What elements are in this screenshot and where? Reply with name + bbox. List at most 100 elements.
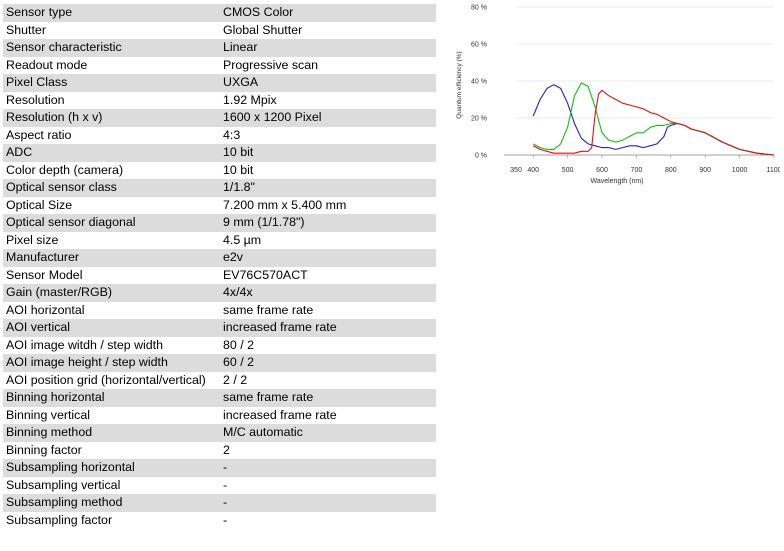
series-line-2 bbox=[532, 89, 775, 156]
spec-row: AOI vertical increased frame rate bbox=[3, 319, 436, 337]
spec-label: Binning factor bbox=[6, 442, 82, 457]
x-tick-label: 400 bbox=[527, 167, 539, 174]
spec-label: Binning method bbox=[3, 424, 220, 442]
y-tick-label: 40 % bbox=[471, 79, 487, 86]
y-tick-label: 60 % bbox=[471, 42, 487, 49]
spec-value: 1600 x 1200 Pixel bbox=[220, 109, 436, 127]
spec-label: Subsampling factor bbox=[6, 512, 113, 527]
spec-value: same frame rate bbox=[220, 389, 436, 407]
x-axis-label: Wavelength (nm) bbox=[590, 178, 643, 185]
spec-row: Optical Size 7.200 mm x 5.400 mm bbox=[3, 197, 436, 215]
spec-row: Resolution (h x v) 1600 x 1200 Pixel bbox=[3, 109, 436, 127]
spec-value: EV76C570ACT bbox=[223, 267, 308, 282]
spec-value: 10 bit bbox=[223, 162, 254, 177]
chart-axes bbox=[504, 154, 775, 158]
spec-value: UXGA bbox=[220, 74, 436, 92]
spec-label: Pixel size bbox=[6, 232, 59, 247]
spec-value: Global Shutter bbox=[223, 22, 303, 37]
spec-value: 7.200 mm x 5.400 mm bbox=[223, 197, 347, 212]
spec-label: Resolution (h x v) bbox=[3, 109, 220, 127]
spec-row: Aspect ratio 4:3 bbox=[3, 127, 436, 145]
spec-row: Optical sensor class 1/1.8" bbox=[3, 179, 436, 197]
spec-value: increased frame rate bbox=[220, 319, 436, 337]
x-tick-label: 500 bbox=[562, 167, 574, 174]
spec-row: ADC 10 bit bbox=[3, 144, 436, 162]
y-tick-label: 20 % bbox=[471, 116, 487, 123]
spec-label: Subsampling method bbox=[3, 494, 220, 512]
spec-row: Subsampling vertical - bbox=[3, 477, 436, 495]
spec-label: Color depth (camera) bbox=[6, 162, 124, 177]
spec-row: Subsampling horizontal - bbox=[3, 459, 436, 477]
spec-label: AOI image witdh / step width bbox=[6, 337, 164, 352]
spec-value: 4:3 bbox=[223, 127, 241, 142]
spec-value: 2 bbox=[223, 442, 230, 457]
x-tick-label: 800 bbox=[665, 167, 677, 174]
spec-value: same frame rate bbox=[223, 302, 314, 317]
spec-label: Sensor characteristic bbox=[3, 39, 220, 57]
spec-row: Binning factor 2 bbox=[3, 442, 436, 460]
spec-value: 60 / 2 bbox=[220, 354, 436, 372]
y-tick-label: 0 % bbox=[475, 153, 487, 160]
spec-table-body: Sensor type CMOS Color Shutter Global Shutt… bbox=[3, 4, 436, 529]
spec-value: - bbox=[223, 512, 228, 527]
spec-value: Progressive scan bbox=[223, 57, 319, 72]
spec-row: AOI image height / step width 60 / 2 bbox=[3, 354, 436, 372]
x-tick-label: 900 bbox=[699, 167, 711, 174]
spec-value: 9 mm (1/1.78") bbox=[220, 214, 436, 232]
spec-table: Sensor type CMOS Color Shutter Global Shutt… bbox=[3, 4, 436, 529]
spec-label: Sensor Model bbox=[6, 267, 83, 282]
spec-value: increased frame rate bbox=[223, 407, 337, 422]
spec-row: Readout mode Progressive scan bbox=[3, 57, 436, 75]
spec-label: AOI image height / step width bbox=[3, 354, 220, 372]
spec-row: Color depth (camera) 10 bit bbox=[3, 162, 436, 180]
spec-value: e2v bbox=[220, 249, 436, 267]
spec-label: Manufacturer bbox=[3, 249, 220, 267]
spec-value: 2 / 2 bbox=[223, 372, 248, 387]
x-tick-label: 1000 bbox=[732, 167, 748, 174]
spec-row: AOI position grid (horizontal/vertical) 2… bbox=[3, 372, 436, 390]
spec-value: 80 / 2 bbox=[223, 337, 255, 352]
spec-label: Subsampling horizontal bbox=[3, 459, 220, 477]
chart-labels: 0 % 20 % 40 % 60 % 80 % 350 400 500 600 700 800 900… bbox=[456, 5, 780, 186]
spec-row: Optical sensor diagonal 9 mm (1/1.78") bbox=[3, 214, 436, 232]
spec-label: Sensor type bbox=[3, 4, 220, 22]
x-tick-label: 700 bbox=[631, 167, 643, 174]
spec-label: ADC bbox=[3, 144, 220, 162]
spec-value: - bbox=[223, 477, 228, 492]
spec-label: Readout mode bbox=[6, 57, 88, 72]
spec-label: AOI vertical bbox=[3, 319, 220, 337]
spec-label: Optical Size bbox=[6, 197, 73, 212]
spec-value: Linear bbox=[220, 39, 436, 57]
series-line-1 bbox=[532, 82, 775, 156]
spec-row: AOI horizontal same frame rate bbox=[3, 302, 436, 320]
spec-value: 1/1.8" bbox=[220, 179, 436, 197]
spec-row: Subsampling method - bbox=[3, 494, 436, 512]
spec-label: Shutter bbox=[6, 22, 46, 37]
spec-label: Resolution bbox=[6, 92, 65, 107]
spec-label: AOI horizontal bbox=[6, 302, 85, 317]
spec-value: CMOS Color bbox=[220, 4, 436, 22]
spec-label: Optical sensor class bbox=[3, 179, 220, 197]
chart-series bbox=[532, 82, 775, 156]
spec-row: Binning vertical increased frame rate bbox=[3, 407, 436, 425]
spec-value: - bbox=[220, 494, 436, 512]
x-tick-label: 350 bbox=[510, 167, 522, 174]
spec-row: Sensor type CMOS Color bbox=[3, 4, 436, 22]
spec-label: Binning horizontal bbox=[3, 389, 220, 407]
spec-row: Binning method M/C automatic bbox=[3, 424, 436, 442]
y-axis-label: Quantum efficiency (%) bbox=[456, 51, 463, 118]
spec-label: Aspect ratio bbox=[6, 127, 72, 142]
spec-row: AOI image witdh / step width 80 / 2 bbox=[3, 337, 436, 355]
x-tick-label: 1100 bbox=[766, 167, 780, 174]
spec-row: Pixel Class UXGA bbox=[3, 74, 436, 92]
spec-row: Subsampling factor - bbox=[3, 512, 436, 530]
spec-row: Binning horizontal same frame rate bbox=[3, 389, 436, 407]
spec-row: Shutter Global Shutter bbox=[3, 22, 436, 40]
spec-row: Manufacturer e2v bbox=[3, 249, 436, 267]
y-tick-label: 80 % bbox=[471, 5, 487, 12]
spec-row: Sensor characteristic Linear bbox=[3, 39, 436, 57]
chart-grid bbox=[516, 6, 774, 156]
spec-value: 4x/4x bbox=[220, 284, 436, 302]
spec-value: 4.5 µm bbox=[223, 232, 262, 247]
spec-label: Subsampling vertical bbox=[6, 477, 121, 492]
